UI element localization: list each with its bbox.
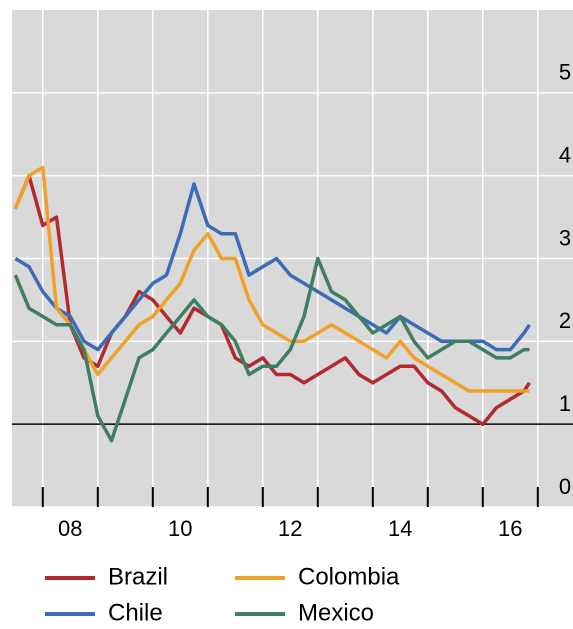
y-tick-label: 0 [559, 474, 571, 499]
series-line [13, 165, 530, 393]
x-tick-label: 14 [388, 516, 412, 541]
y-tick-label: 4 [559, 142, 571, 167]
y-tick-label: 1 [559, 391, 571, 416]
y-tick-label: 5 [559, 60, 571, 85]
lines [13, 165, 531, 443]
x-tick-label: 16 [498, 516, 522, 541]
y-tick-label: 3 [559, 225, 571, 250]
series-line [13, 256, 530, 443]
legend-label: Chile [108, 599, 163, 626]
legend-label: Brazil [108, 563, 168, 590]
x-tick-label: 10 [168, 516, 192, 541]
x-tick-label: 08 [58, 516, 82, 541]
series-line [14, 182, 531, 352]
series-line [13, 173, 531, 426]
y-tick-label: 2 [559, 308, 571, 333]
legend-label: Colombia [298, 563, 400, 590]
x-tick-label: 12 [278, 516, 302, 541]
legend-label: Mexico [298, 599, 374, 626]
